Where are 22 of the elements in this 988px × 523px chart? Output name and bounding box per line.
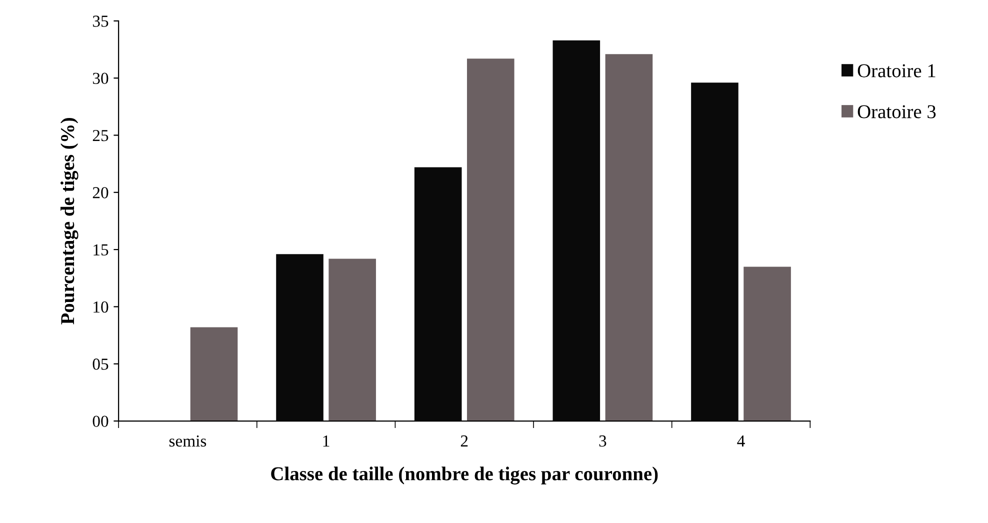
y-tick-label: 05 <box>92 358 108 370</box>
bar <box>744 266 791 422</box>
bar <box>466 58 514 422</box>
y-tick-label: 25 <box>92 130 108 142</box>
y-tick-label: 35 <box>92 16 108 27</box>
legend-label: Oratoire 1 <box>858 64 936 78</box>
y-tick-label: 00 <box>92 416 108 427</box>
bar <box>328 258 376 422</box>
legend-label: Oratoire 3 <box>858 105 936 118</box>
x-tick-label: 4 <box>737 436 745 446</box>
y-tick-label: 20 <box>92 187 108 198</box>
bar <box>190 327 238 422</box>
y-tick-label: 10 <box>94 301 108 313</box>
x-tick-label: 2 <box>460 435 468 446</box>
y-tick-label: 15 <box>94 244 108 256</box>
y-axis-title: Pourcentage de tiges (%) <box>60 118 78 324</box>
x-tick-label: semis <box>169 435 206 447</box>
x-axis-title: Classe de taille (nombre de tiges par couronne) <box>271 466 658 484</box>
x-tick-label: 3 <box>599 435 606 447</box>
bar <box>605 54 653 422</box>
y-tick-label: 30 <box>92 72 108 84</box>
x-tick-label: 1 <box>323 435 330 446</box>
